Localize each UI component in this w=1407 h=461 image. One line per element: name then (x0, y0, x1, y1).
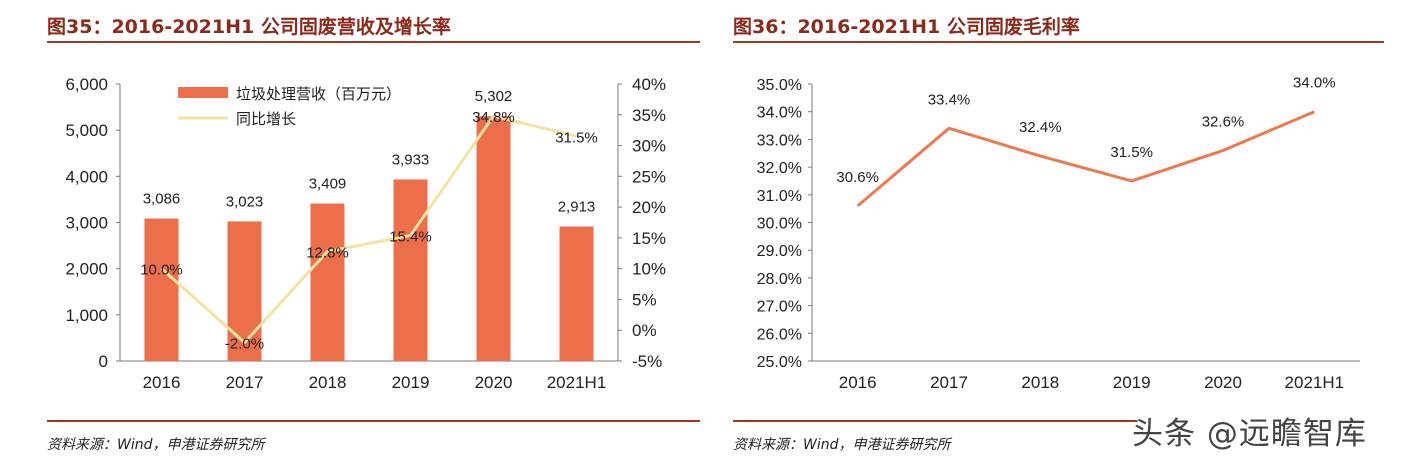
left-y-tick-label: 4,000 (65, 167, 108, 186)
left-y-tick-label: 6,000 (65, 75, 108, 94)
x-tick-label: 2021H1 (547, 373, 607, 392)
x-tick-label: 2018 (1021, 373, 1059, 392)
y-tick-label: 31.0% (757, 188, 802, 205)
revenue-bar-label: 3,086 (143, 191, 181, 208)
growth-rate-label: 10.0% (140, 262, 183, 279)
margin-figure-title: 图36：2016-2021H1 公司固废毛利率 (733, 16, 1080, 38)
growth-rate-line (160, 114, 577, 345)
revenue-bar (559, 226, 594, 361)
y-tick-label: 30.0% (757, 216, 802, 233)
left-y-tick-label: 3,000 (65, 214, 108, 233)
right-y-tick-label: 10% (632, 260, 666, 279)
gross-margin-label: 31.5% (1110, 144, 1153, 161)
revenue-bar (144, 218, 179, 361)
x-tick-label: 2016 (839, 373, 877, 392)
right-y-tick-label: 35% (632, 106, 666, 125)
x-tick-label: 2020 (1204, 373, 1242, 392)
y-tick-label: 34.0% (757, 105, 802, 122)
right-y-tick-label: 0% (632, 321, 657, 340)
growth-rate-label: 31.5% (555, 129, 598, 146)
right-y-tick-label: 20% (632, 198, 666, 217)
gross-margin-chart: 25.0% 26.0% 27.0% 28.0% 29.0% 30.0% 31.0% 32.0%… (757, 75, 1360, 392)
x-tick-label: 2019 (1113, 373, 1151, 392)
right-y-tick-label: -5% (632, 352, 662, 371)
gross-margin-label: 34.0% (1293, 75, 1336, 92)
revenue-bar-label: 5,302 (475, 88, 513, 105)
revenue-bar-label: 2,913 (558, 199, 596, 216)
legend-revenue-label: 垃圾处理营收（百万元） (236, 86, 401, 103)
gross-margin-line (856, 110, 1315, 208)
right-y-tick-label: 5% (632, 290, 657, 309)
revenue-bar-label: 3,023 (226, 193, 264, 210)
y-tick-label: 27.0% (757, 299, 802, 316)
revenue-figure: 图35：2016-2021H1 公司固废营收及增长率 0 1,000 2,000 3,… (47, 16, 700, 453)
x-tick-label: 2017 (226, 373, 264, 392)
right-y-tick-label: 25% (632, 167, 666, 186)
x-tick-label: 2018 (309, 373, 347, 392)
legend-revenue-swatch (178, 87, 228, 98)
margin-source-note: 资料来源：Wind，申港证券研究所 (733, 437, 951, 453)
source-rule (47, 420, 700, 422)
source-rule (733, 420, 1138, 422)
y-tick-label: 28.0% (757, 271, 802, 288)
title-rule (733, 41, 1384, 43)
revenue-source-note: 资料来源：Wind，申港证券研究所 (47, 437, 265, 453)
left-y-tick-label: 5,000 (65, 121, 108, 140)
revenue-bar (227, 221, 262, 361)
growth-rate-label: 12.8% (306, 244, 349, 261)
revenue-bar (310, 203, 345, 361)
left-y-tick-label: 0 (99, 352, 108, 371)
revenue-bar-label: 3,409 (309, 176, 347, 193)
margin-figure: 图36：2016-2021H1 公司固废毛利率 25.0% 26.0% 27.0% 2… (725, 0, 1407, 461)
left-y-tick-label: 1,000 (65, 306, 108, 325)
x-tick-label: 2017 (930, 373, 968, 392)
revenue-figure-title: 图35：2016-2021H1 公司固废营收及增长率 (47, 16, 451, 38)
gross-margin-label: 30.6% (836, 169, 879, 186)
title-rule (47, 41, 700, 43)
x-tick-label: 2016 (143, 373, 181, 392)
x-tick-label: 2021H1 (1285, 373, 1345, 392)
y-tick-label: 26.0% (757, 326, 802, 343)
right-y-tick-label: 15% (632, 229, 666, 248)
growth-rate-label: -2.0% (225, 336, 264, 353)
gross-margin-label: 32.6% (1202, 113, 1245, 130)
y-tick-label: 25.0% (757, 354, 802, 371)
y-tick-label: 29.0% (757, 243, 802, 260)
gross-margin-label: 33.4% (928, 91, 971, 108)
x-tick-label: 2019 (392, 373, 430, 392)
watermark: 头条 @远瞻智库 (1132, 416, 1367, 452)
left-y-tick-label: 2,000 (65, 260, 108, 279)
y-tick-label: 32.0% (757, 160, 802, 177)
revenue-bar (476, 116, 511, 361)
y-tick-label: 33.0% (757, 132, 802, 149)
growth-rate-label: 15.4% (389, 228, 432, 245)
revenue-bar (393, 179, 428, 361)
revenue-bar-label: 3,933 (392, 151, 430, 168)
revenue-growth-chart: 0 1,000 2,000 3,000 4,000 5,000 6,000 -5% 0% 5% 10… (65, 75, 666, 392)
legend-growth-label: 同比增长 (236, 111, 296, 128)
gross-margin-label: 32.4% (1019, 119, 1062, 136)
x-tick-label: 2020 (475, 373, 513, 392)
growth-rate-label: 34.8% (472, 109, 515, 126)
right-y-tick-label: 30% (632, 137, 666, 156)
y-tick-label: 35.0% (757, 77, 802, 94)
right-y-tick-label: 40% (632, 75, 666, 94)
